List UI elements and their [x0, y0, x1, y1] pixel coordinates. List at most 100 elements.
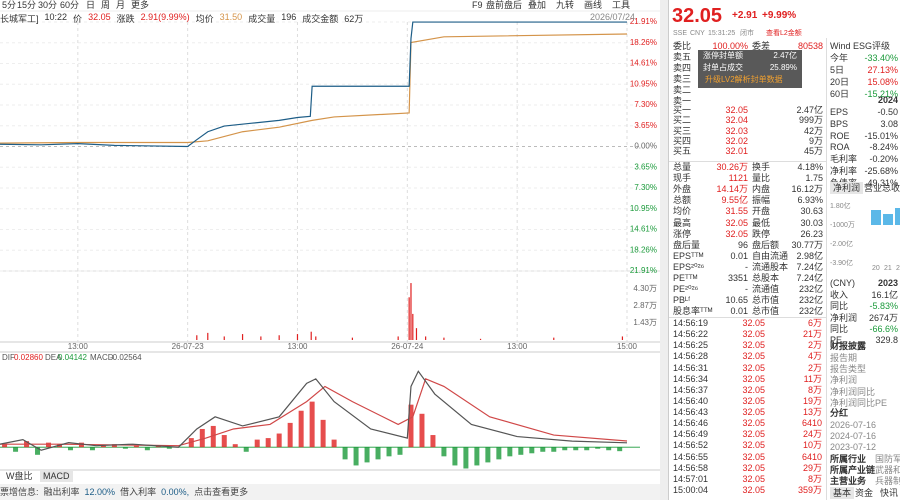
stat-label: 总市值	[752, 295, 780, 306]
tab[interactable]: 资金	[855, 488, 874, 498]
scrollbar[interactable]	[660, 0, 668, 500]
macd-bar	[232, 444, 238, 448]
tool-button[interactable]: 叠加	[528, 0, 547, 10]
tab[interactable]: MACD	[40, 470, 73, 482]
return-label: 60日	[830, 89, 850, 99]
esg-header: Wind ESG评级	[830, 41, 891, 51]
trade-price: 32.05	[742, 373, 765, 384]
volume-bar	[196, 335, 198, 340]
stat-label: 换手	[752, 162, 771, 172]
macd-bar	[111, 444, 117, 448]
period-button[interactable]: 60分	[60, 0, 80, 10]
trade-time: 14:56:37	[673, 384, 709, 395]
macd-label: 0.02860	[14, 353, 43, 362]
stat-label: 内盘	[752, 184, 771, 195]
trade-time: 14:56:52	[673, 440, 709, 451]
macd-bar	[331, 439, 337, 448]
industry-label: 主营业务	[830, 476, 867, 486]
report-row: 净利润同比PE	[830, 397, 888, 408]
period-button[interactable]: 周	[101, 0, 111, 10]
tab[interactable]: W盘比	[6, 471, 33, 481]
y-tick-label: 4.30万	[633, 284, 657, 293]
macd-bar	[320, 419, 326, 448]
bid-price: 32.02	[725, 135, 748, 146]
tool-button[interactable]: 九转	[556, 0, 575, 10]
period-button[interactable]: 30分	[38, 0, 58, 10]
ask-label: 卖二	[673, 85, 692, 95]
change-pct: +9.99%	[762, 10, 797, 21]
stat-label: 跌停	[752, 228, 771, 239]
stat-value: 7.24亿	[796, 261, 823, 272]
trade-price: 32.05	[742, 429, 765, 440]
tool-button[interactable]: 盘前盘后	[486, 0, 523, 10]
tool-button[interactable]: F9	[472, 0, 483, 10]
trade-volume: 13万	[802, 407, 822, 418]
macd-bar	[144, 447, 150, 451]
period-button[interactable]: 更多	[131, 0, 150, 10]
period-button[interactable]: 15分	[17, 0, 37, 10]
x-tick-label: 15:00	[617, 342, 638, 351]
stat-value: 1121	[728, 173, 748, 184]
dividend-date: 2023-07-12	[830, 442, 877, 453]
industry-label: 所属行业	[830, 454, 867, 464]
stat-value: 32.05	[725, 228, 748, 239]
return-value: 15.08%	[867, 77, 898, 87]
period-button[interactable]: 月	[116, 0, 126, 10]
industry-value: 兵器制造	[875, 476, 900, 486]
volume-bar	[207, 332, 209, 340]
tool-button[interactable]: 工具	[612, 0, 631, 10]
trade-price: 32.05	[742, 440, 765, 451]
tab[interactable]: 快讯	[880, 488, 899, 498]
tool-button[interactable]: 画线	[584, 0, 603, 10]
trade-price: 32.05	[742, 351, 765, 362]
bid-price: 32.04	[725, 115, 748, 126]
popup-link: 升级LV2解析封单数据	[705, 75, 783, 84]
info-bar: 长城军工] 10:22 价 32.05 涨跌 2.91(9.99%) 均价 31.50 成交量 1…	[0, 12, 363, 25]
stat-value: 232亿	[798, 306, 823, 317]
macd-bar	[573, 447, 579, 451]
macd-bar	[441, 447, 447, 457]
y-tick-label: 18.26%	[630, 245, 657, 254]
trade-volume: 8万	[807, 384, 822, 395]
y-tick-label: 7.30%	[634, 183, 657, 192]
macd-bar	[276, 433, 282, 448]
stat-label: 最低	[752, 217, 771, 228]
stat-label: 总股本	[752, 273, 780, 283]
trade-volume: 11万	[803, 373, 822, 384]
fin-value: -8.24%	[869, 142, 898, 153]
stat-value: 0.01	[730, 250, 748, 261]
info-item: 成交量	[248, 14, 276, 24]
trade-time: 14:56:31	[673, 362, 709, 373]
y-tick-label: 14.61%	[630, 59, 657, 68]
fin-label: EPS	[830, 107, 849, 117]
popup-text: 25.89%	[769, 63, 797, 72]
volume-bar	[410, 283, 412, 340]
stat-value: 9.55亿	[721, 195, 748, 206]
macd-bar	[133, 445, 139, 448]
trade-price: 32.05	[742, 451, 765, 462]
plot-bg	[0, 22, 660, 470]
ask-label: 卖一	[673, 96, 692, 106]
period-button[interactable]: 日	[86, 0, 96, 10]
period-button[interactable]: 5分	[2, 0, 17, 10]
bid-volume: 2.47亿	[796, 105, 823, 115]
dividend-date: 2026-07-16	[830, 420, 877, 430]
macd-bar	[254, 439, 260, 448]
trade-time: 15:00:04	[673, 484, 709, 495]
status-item[interactable]: 点击查看更多	[194, 487, 249, 497]
tab[interactable]: 净利润	[830, 182, 864, 194]
y-tick-label: -2.00亿	[830, 240, 853, 248]
quote-meta: CNY	[690, 29, 705, 37]
price-line	[0, 21, 627, 148]
stat-value: 0.01	[730, 306, 748, 317]
tab[interactable]: 基本	[830, 487, 855, 499]
divider	[669, 161, 826, 162]
macd-label: DIF	[2, 353, 15, 362]
fin-value: 329.8	[875, 335, 898, 346]
tab[interactable]: 营业总收入	[864, 183, 900, 193]
trade-price: 32.05	[742, 318, 765, 328]
macd-bar	[287, 422, 293, 448]
volume-bar	[260, 336, 262, 340]
bid-label: 买五	[673, 146, 692, 157]
